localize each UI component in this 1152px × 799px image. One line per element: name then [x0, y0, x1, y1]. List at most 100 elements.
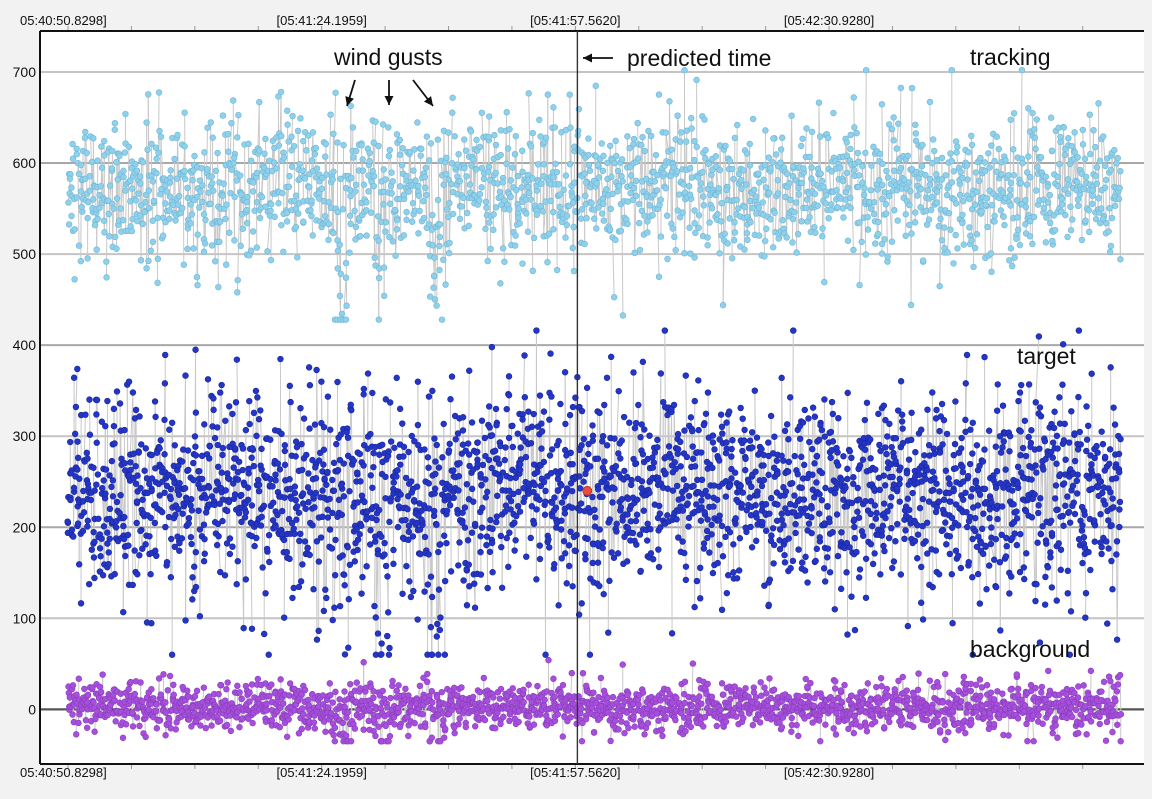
point-tracking — [486, 134, 492, 140]
point-tracking — [557, 204, 563, 210]
point-tracking — [76, 243, 82, 249]
point-tracking — [556, 181, 562, 187]
point-tracking — [234, 289, 240, 295]
point-tracking — [470, 156, 476, 162]
point-tracking — [456, 151, 462, 157]
point-tracking — [635, 156, 641, 162]
point-tracking — [680, 181, 686, 187]
point-tracking — [272, 214, 278, 220]
point-tracking — [326, 237, 332, 243]
point-tracking — [851, 124, 857, 130]
point-tracking — [540, 208, 546, 214]
point-tracking — [350, 155, 356, 161]
point-tracking — [625, 221, 631, 227]
point-tracking — [150, 239, 156, 245]
point-tracking — [432, 255, 438, 261]
point-tracking — [109, 148, 115, 154]
point-tracking — [762, 128, 768, 134]
point-tracking — [376, 275, 382, 281]
point-tracking — [226, 230, 232, 236]
point-tracking — [770, 244, 776, 250]
point-tracking — [578, 216, 584, 222]
point-tracking — [642, 148, 648, 154]
point-tracking — [587, 168, 593, 174]
point-tracking — [780, 217, 786, 223]
point-tracking — [461, 137, 467, 143]
point-tracking — [310, 233, 316, 239]
point-tracking — [204, 166, 210, 172]
point-tracking — [182, 110, 188, 116]
point-tracking — [763, 226, 769, 232]
point-tracking — [483, 199, 489, 205]
point-tracking — [508, 194, 514, 200]
point-tracking — [435, 197, 441, 203]
point-tracking — [703, 147, 709, 153]
point-tracking — [756, 205, 762, 211]
point-tracking — [87, 188, 93, 194]
point-tracking — [431, 273, 437, 279]
point-tracking — [477, 144, 483, 150]
point-tracking — [158, 134, 164, 140]
point-tracking — [554, 267, 560, 273]
point-tracking — [423, 165, 429, 171]
point-tracking — [156, 150, 162, 156]
point-tracking — [515, 173, 521, 179]
point-tracking — [564, 213, 570, 219]
point-tracking — [717, 167, 723, 173]
point-tracking — [519, 148, 525, 154]
point-tracking — [523, 211, 529, 217]
point-tracking — [787, 197, 793, 203]
point-tracking — [795, 231, 801, 237]
point-tracking — [857, 282, 863, 288]
point-tracking — [770, 136, 776, 142]
point-tracking — [722, 231, 728, 237]
point-tracking — [667, 98, 673, 104]
point-tracking — [716, 185, 722, 191]
point-tracking — [528, 143, 534, 149]
point-tracking — [306, 184, 312, 190]
point-tracking — [534, 212, 540, 218]
point-tracking — [350, 125, 356, 131]
point-tracking — [295, 211, 301, 217]
point-tracking — [616, 183, 622, 189]
point-tracking — [607, 143, 613, 149]
point-tracking — [335, 209, 341, 215]
point-tracking — [756, 233, 762, 239]
point-tracking — [519, 185, 525, 191]
point-tracking — [751, 187, 757, 193]
point-tracking — [479, 184, 485, 190]
point-tracking — [848, 205, 854, 211]
point-tracking — [776, 236, 782, 242]
point-tracking — [670, 226, 676, 232]
point-tracking — [687, 225, 693, 231]
point-tracking — [563, 173, 569, 179]
point-tracking — [66, 222, 72, 228]
point-tracking — [538, 181, 544, 187]
point-tracking — [823, 200, 829, 206]
point-tracking — [734, 197, 740, 203]
point-tracking — [551, 104, 557, 110]
point-tracking — [613, 153, 619, 159]
point-tracking — [90, 135, 96, 141]
stem-tracking — [586, 182, 587, 218]
point-tracking — [464, 173, 470, 179]
point-tracking — [698, 187, 704, 193]
point-tracking — [720, 302, 726, 308]
point-tracking — [74, 146, 80, 152]
point-tracking — [418, 146, 424, 152]
point-tracking — [344, 303, 350, 309]
point-tracking — [420, 198, 426, 204]
point-tracking — [552, 125, 558, 131]
point-tracking — [450, 211, 456, 217]
stem-target — [490, 427, 491, 520]
point-tracking — [155, 215, 161, 221]
point-tracking — [631, 185, 637, 191]
point-tracking — [195, 194, 201, 200]
point-tracking — [172, 156, 178, 162]
point-tracking — [553, 161, 559, 167]
point-tracking — [705, 235, 711, 241]
point-tracking — [175, 132, 181, 138]
point-tracking — [335, 140, 341, 146]
point-tracking — [620, 313, 626, 319]
point-tracking — [504, 161, 510, 167]
